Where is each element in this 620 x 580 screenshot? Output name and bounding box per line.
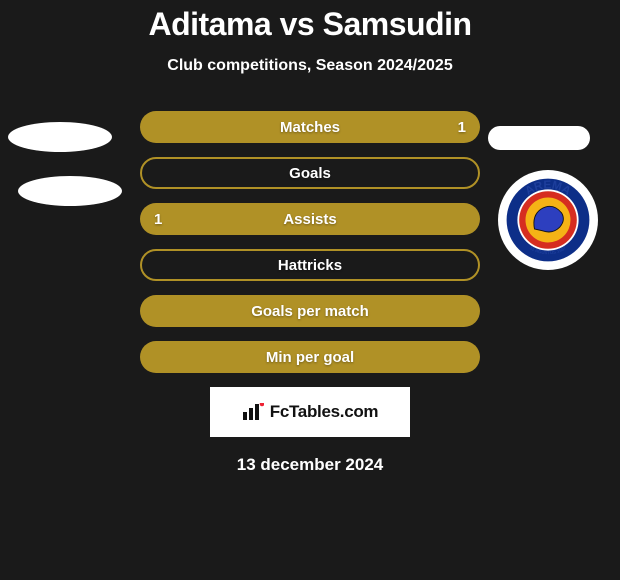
left-player-avatar-2 [18,176,122,206]
brand-bars-icon [242,403,264,421]
subtitle: Club competitions, Season 2024/2025 [0,57,620,75]
stat-label: Hattricks [278,257,342,274]
stat-row-assists: 1 Assists [140,203,480,235]
stat-row-min-per-goal: Min per goal [140,341,480,373]
brand-text: FcTables.com [270,402,379,422]
stat-row-goals-per-match: Goals per match [140,295,480,327]
right-club-badge: AREMA 11 AGUSTUS 1987 [498,170,598,270]
stat-label: Assists [283,211,336,228]
stat-row-hattricks: Hattricks [140,249,480,281]
stat-label: Matches [280,119,340,136]
stat-label: Min per goal [266,349,354,366]
stat-label: Goals per match [251,303,369,320]
stat-label: Goals [289,165,331,182]
left-player-avatar-1 [8,122,112,152]
brand-logo: FcTables.com [210,387,410,437]
stat-right-value: 1 [458,111,466,143]
right-player-pill [488,126,590,150]
page-title: Aditama vs Samsudin [0,0,620,43]
stat-row-goals: Goals [140,157,480,189]
stat-row-matches: Matches 1 [140,111,480,143]
stat-left-value: 1 [154,203,162,235]
page-date: 13 december 2024 [0,455,620,475]
